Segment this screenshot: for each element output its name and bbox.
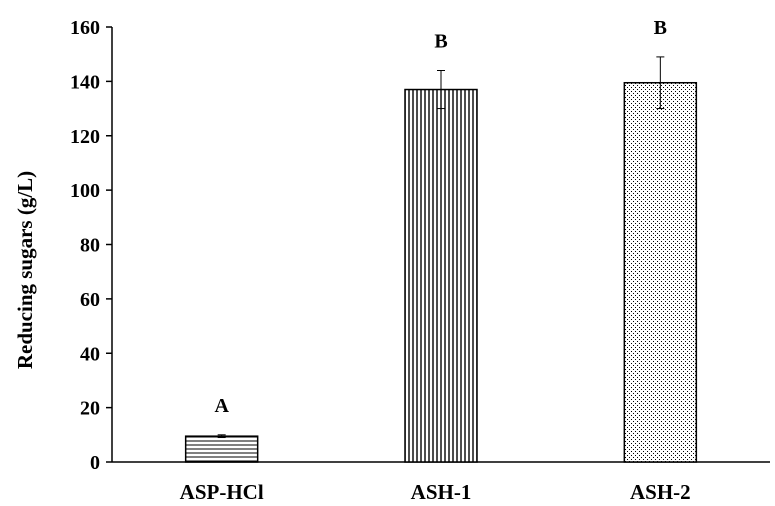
y-tick-label: 160 <box>70 17 100 39</box>
y-tick-label: 80 <box>80 235 100 257</box>
significance-label: B <box>654 17 667 39</box>
significance-label: B <box>434 31 447 53</box>
x-category-label: ASH-2 <box>630 480 691 504</box>
bar-ash-2 <box>623 81 698 463</box>
bars <box>184 56 698 463</box>
y-tick-label: 0 <box>90 452 100 474</box>
labels: A ASP-HCl B ASH-1 B ASH-2 <box>180 17 691 504</box>
bar-ash-1 <box>404 88 478 463</box>
y-tick-label: 40 <box>80 343 100 365</box>
y-tick-label: 100 <box>70 180 100 202</box>
bar-asp-hcl <box>184 435 259 463</box>
axes: 0 20 40 60 80 100 120 140 160 <box>70 17 770 474</box>
y-tick-label: 60 <box>80 289 100 311</box>
y-axis-title: Reducing sugars (g/L) <box>13 171 37 369</box>
x-category-label: ASH-1 <box>411 480 472 504</box>
x-category-label: ASP-HCl <box>180 480 264 504</box>
y-tick-label: 20 <box>80 398 100 420</box>
y-tick-label: 140 <box>70 71 100 93</box>
y-tick-label: 120 <box>70 126 100 148</box>
significance-label: A <box>214 395 229 417</box>
